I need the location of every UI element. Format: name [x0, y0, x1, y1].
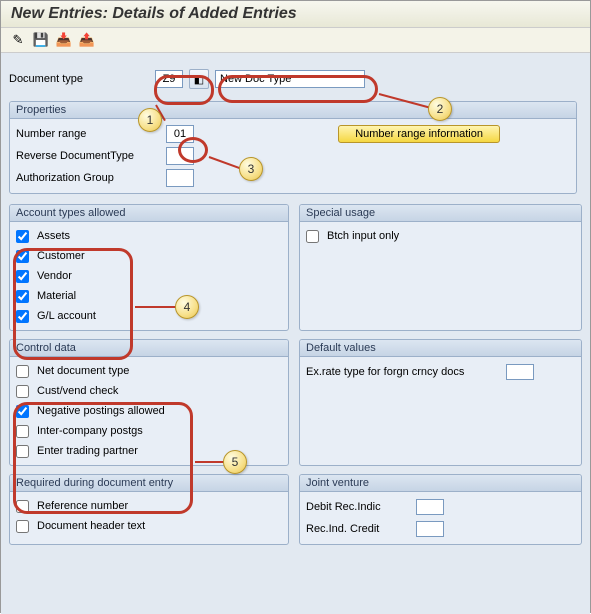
- toolbar: ✎ 💾 📥 📤: [1, 28, 590, 53]
- debit-rec-label: Debit Rec.Indic: [306, 501, 416, 513]
- required-entry-checkbox[interactable]: [16, 500, 29, 513]
- auth-group-input[interactable]: [166, 169, 194, 187]
- control-data-checkbox[interactable]: [16, 405, 29, 418]
- control-data-label: Inter-company postgs: [37, 425, 143, 437]
- account-types-header: Account types allowed: [10, 205, 288, 222]
- import-icon[interactable]: 📥: [55, 31, 73, 49]
- account-type-row: Material: [16, 286, 282, 306]
- account-type-label: Vendor: [37, 270, 72, 282]
- special-usage-label: Btch input only: [327, 230, 399, 242]
- doc-type-desc-input[interactable]: [215, 70, 365, 88]
- special-usage-panel: Special usage Btch input only: [299, 204, 582, 331]
- account-type-checkbox[interactable]: [16, 270, 29, 283]
- account-type-label: G/L account: [37, 310, 96, 322]
- account-type-checkbox[interactable]: [16, 290, 29, 303]
- required-entry-header: Required during document entry: [10, 475, 288, 492]
- control-data-row: Negative postings allowed: [16, 401, 282, 421]
- rec-credit-label: Rec.Ind. Credit: [306, 523, 416, 535]
- window-header: New Entries: Details of Added Entries: [1, 1, 590, 28]
- required-entry-panel: Required during document entry Reference…: [9, 474, 289, 545]
- reverse-doc-label: Reverse DocumentType: [16, 150, 166, 162]
- callout-badge-3: 3: [239, 157, 263, 181]
- account-type-row: Customer: [16, 246, 282, 266]
- control-data-checkbox[interactable]: [16, 445, 29, 458]
- callout-badge-1: 1: [138, 108, 162, 132]
- joint-venture-panel: Joint venture Debit Rec.Indic Rec.Ind. C…: [299, 474, 582, 545]
- document-type-row: Document type ◧: [9, 69, 582, 89]
- account-type-checkbox[interactable]: [16, 230, 29, 243]
- required-entry-label: Document header text: [37, 520, 145, 532]
- properties-panel: Properties Number range Number range inf…: [9, 101, 577, 194]
- save-icon[interactable]: 💾: [32, 31, 50, 49]
- doc-type-code-input[interactable]: [155, 70, 183, 88]
- account-type-checkbox[interactable]: [16, 250, 29, 263]
- joint-venture-header: Joint venture: [300, 475, 581, 492]
- control-data-panel: Control data Net document type Cust/vend …: [9, 339, 289, 466]
- required-entry-row: Document header text: [16, 516, 282, 536]
- control-data-header: Control data: [10, 340, 288, 357]
- callout-badge-2: 2: [428, 97, 452, 121]
- required-entry-row: Reference number: [16, 496, 282, 516]
- account-type-label: Assets: [37, 230, 70, 242]
- control-data-label: Enter trading partner: [37, 445, 138, 457]
- callout-badge-4: 4: [175, 295, 199, 319]
- control-data-row: Net document type: [16, 361, 282, 381]
- default-values-panel: Default values Ex.rate type for forgn cr…: [299, 339, 582, 466]
- properties-header: Properties: [10, 102, 576, 119]
- required-entry-label: Reference number: [37, 500, 128, 512]
- control-data-checkbox[interactable]: [16, 365, 29, 378]
- control-data-label: Net document type: [37, 365, 129, 377]
- callout-badge-5: 5: [223, 450, 247, 474]
- doc-type-label: Document type: [9, 73, 149, 85]
- control-data-label: Negative postings allowed: [37, 405, 165, 417]
- control-data-label: Cust/vend check: [37, 385, 118, 397]
- special-usage-header: Special usage: [300, 205, 581, 222]
- control-data-row: Cust/vend check: [16, 381, 282, 401]
- reverse-doc-input[interactable]: [166, 147, 194, 165]
- control-data-checkbox[interactable]: [16, 425, 29, 438]
- exrate-label: Ex.rate type for forgn crncy docs: [306, 366, 506, 378]
- page-title: New Entries: Details of Added Entries: [11, 5, 297, 22]
- required-entry-checkbox[interactable]: [16, 520, 29, 533]
- account-types-panel: Account types allowed Assets Customer Vend…: [9, 204, 289, 331]
- control-data-row: Inter-company postgs: [16, 421, 282, 441]
- account-type-row: Assets: [16, 226, 282, 246]
- export-icon[interactable]: 📤: [78, 31, 96, 49]
- special-usage-checkbox[interactable]: [306, 230, 319, 243]
- account-type-label: Customer: [37, 250, 85, 262]
- content-area: Document type ◧ Properties Number range …: [1, 53, 590, 614]
- default-values-header: Default values: [300, 340, 581, 357]
- debit-rec-input[interactable]: [416, 499, 444, 515]
- rec-credit-input[interactable]: [416, 521, 444, 537]
- number-range-input[interactable]: [166, 125, 194, 143]
- special-usage-row: Btch input only: [306, 226, 575, 246]
- edit-icon[interactable]: ✎: [9, 31, 27, 49]
- exrate-input[interactable]: [506, 364, 534, 380]
- doc-type-search-icon[interactable]: ◧: [189, 69, 209, 89]
- account-type-row: G/L account: [16, 306, 282, 326]
- account-type-label: Material: [37, 290, 76, 302]
- auth-group-label: Authorization Group: [16, 172, 166, 184]
- account-type-checkbox[interactable]: [16, 310, 29, 323]
- control-data-checkbox[interactable]: [16, 385, 29, 398]
- account-type-row: Vendor: [16, 266, 282, 286]
- number-range-info-button[interactable]: Number range information: [338, 125, 500, 143]
